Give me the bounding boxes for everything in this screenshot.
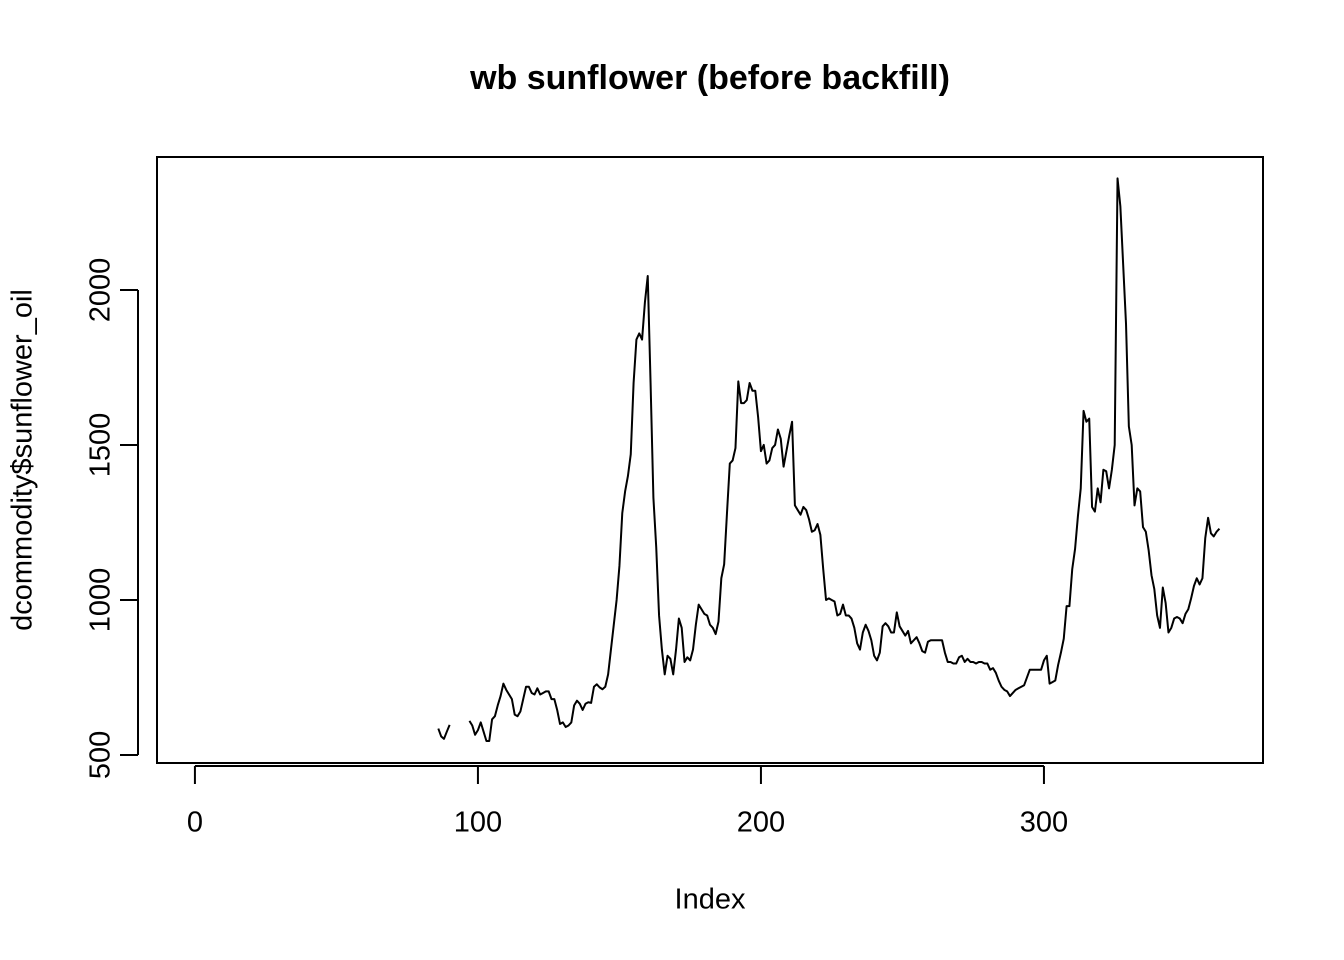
x-tick-label: 100 [454, 807, 502, 839]
x-tick-label: 300 [1020, 807, 1068, 839]
x-axis-label: Index [675, 884, 746, 916]
x-tick-label: 0 [187, 807, 203, 839]
y-tick-label: 1000 [85, 568, 117, 633]
chart-title: wb sunflower (before backfill) [469, 59, 950, 97]
y-tick-label: 2000 [85, 258, 117, 323]
data-line [437, 177, 1221, 742]
plot-box [156, 156, 1264, 764]
y-tick-label: 1500 [85, 413, 117, 478]
y-axis-label: dcommodity$sunflower_oil [7, 289, 39, 631]
y-tick-label: 500 [85, 731, 117, 779]
x-tick-label: 200 [737, 807, 785, 839]
